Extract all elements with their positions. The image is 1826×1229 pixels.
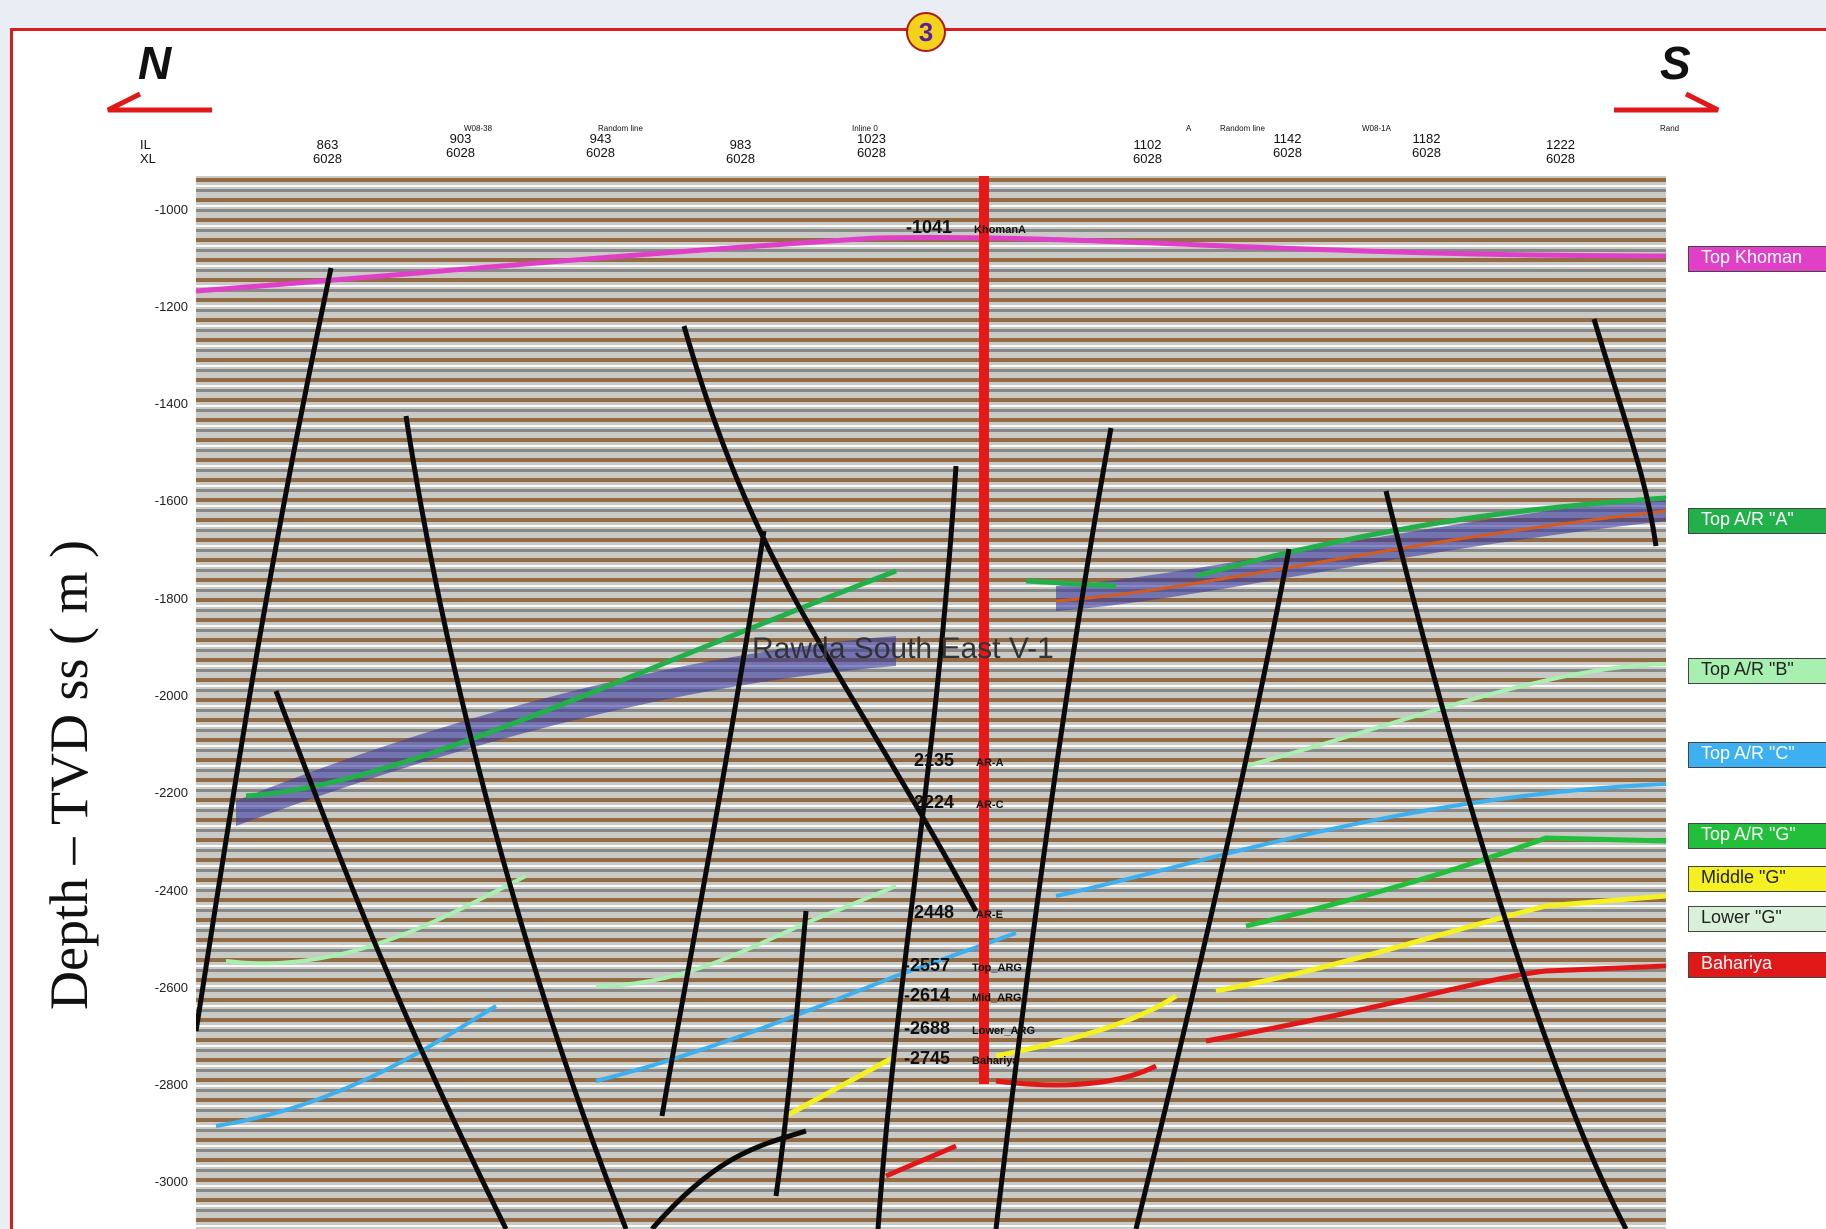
depth-tick: -1000	[154, 202, 188, 217]
trace-header: 1023 6028	[857, 131, 886, 160]
seismic-section	[196, 176, 1666, 1229]
trace-header: 1102 6028	[1133, 137, 1162, 166]
depth-tick: -1200	[154, 299, 188, 314]
il-label: IL	[140, 137, 151, 152]
trace-header: 1222 6028	[1546, 137, 1575, 166]
depth-tick: -1800	[154, 591, 188, 606]
legend-bahariya: Bahariya	[1688, 952, 1826, 978]
depth-tick: -2600	[154, 980, 188, 995]
depth-tick: -2200	[154, 785, 188, 800]
trace-header: 863 6028	[313, 137, 342, 166]
step-badge: 3	[906, 12, 946, 52]
xl-label: XL	[140, 151, 156, 166]
depth-tick: -1400	[154, 396, 188, 411]
horizon-top-ar-b	[225, 662, 1666, 988]
marker-label: W08-38	[464, 124, 493, 133]
horizon-top-ar-g	[1245, 835, 1666, 929]
trace-header: 1142 6028	[1273, 131, 1302, 160]
south-arrow-icon	[1614, 91, 1720, 113]
legend-top-khoman: Top Khoman	[1688, 246, 1826, 272]
legend-top-ar-a: Top A/R "A"	[1688, 508, 1826, 534]
legend-top-ar-g: Top A/R "G"	[1688, 823, 1826, 849]
south-label: S	[1660, 37, 1691, 89]
horizon-bahariya	[885, 963, 1666, 1179]
depth-tick: -1600	[154, 493, 188, 508]
legend-lower-g: Lower "G"	[1688, 906, 1826, 932]
marker-label: Inline 0	[852, 124, 878, 133]
trace-header: 903 6028	[446, 131, 475, 160]
trace-header: 943 6028	[586, 131, 615, 160]
marker-label: A	[1186, 124, 1192, 133]
marker-label: W08-1A	[1362, 124, 1391, 133]
horizon-middle-g	[784, 893, 1666, 1119]
horizon-top-khoman	[196, 235, 1666, 294]
horizon-top-ar-c	[215, 782, 1666, 1128]
well-pick: 2224 AR-C	[914, 792, 1004, 812]
well-pick: -2614 Mid_ARG	[904, 985, 1022, 1005]
legend-middle-g: Middle "G"	[1688, 866, 1826, 892]
north-arrow-icon	[106, 91, 212, 113]
depth-tick: -2000	[154, 688, 188, 703]
well-pick: -2688 Lower_ARG	[904, 1018, 1036, 1038]
marker-label: Random line	[598, 124, 643, 133]
fault-lines	[196, 267, 1659, 1229]
depth-tick: -3000	[154, 1174, 188, 1189]
marker-label: Random line	[1220, 124, 1265, 133]
well-pick: -2745 Bahariya	[904, 1048, 1019, 1068]
well-name: Rawda South East V-1	[752, 632, 1054, 665]
y-axis-label: Depth – TVD ss ( m )	[39, 540, 99, 1010]
legend-top-ar-c: Top A/R "C"	[1688, 742, 1826, 768]
trace-header: 1182 6028	[1412, 131, 1441, 160]
well-pick: -2557 Top_ARG	[904, 955, 1022, 975]
well-pick: 2135 AR-A	[914, 750, 1004, 770]
marker-label: Rand	[1660, 124, 1680, 133]
north-label: N	[138, 37, 172, 89]
well-pick: -1041 KhomanA	[906, 217, 1026, 237]
trace-header: 983 6028	[726, 137, 755, 166]
legend-top-ar-b: Top A/R "B"	[1688, 658, 1826, 684]
depth-tick: -2400	[154, 883, 188, 898]
well-pick: 2448 AR-E	[914, 902, 1003, 922]
depth-tick: -2800	[154, 1077, 188, 1092]
